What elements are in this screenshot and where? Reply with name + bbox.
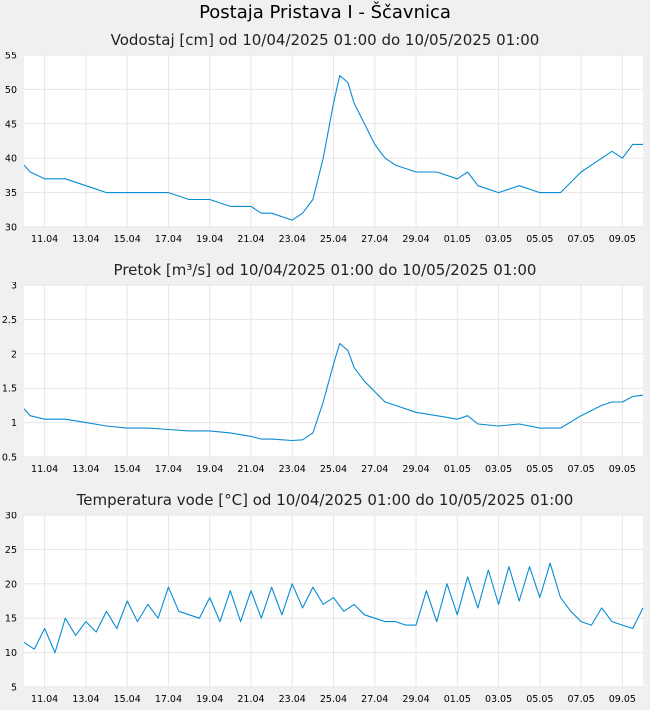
y-tick-label: 2.5: [2, 315, 17, 326]
x-tick-label: 25.04: [320, 464, 347, 475]
x-tick-label: 19.04: [196, 234, 223, 245]
x-tick-label: 27.04: [361, 694, 388, 705]
y-tick-label: 3: [11, 282, 17, 292]
y-tick-label: 15: [5, 614, 17, 625]
chart-title-temperatura: Temperatura vode [°C] od 10/04/2025 01:0…: [76, 491, 574, 509]
page-title: Postaja Pristava I - Ščavnica: [199, 2, 451, 23]
x-tick-label: 15.04: [114, 464, 141, 475]
series-line: [23, 342, 644, 442]
y-tick-label: 20: [5, 579, 17, 590]
x-tick-label: 07.05: [567, 694, 594, 705]
y-tick-label: 55: [5, 52, 17, 62]
x-tick-label: 03.05: [485, 464, 512, 475]
series-line: [23, 75, 643, 221]
x-tick-label: 15.04: [114, 234, 141, 245]
x-tick-label: 21.04: [237, 694, 264, 705]
y-tick-label: 10: [5, 648, 17, 659]
x-tick-label: 01.05: [444, 694, 471, 705]
x-tick-label: 19.04: [196, 694, 223, 705]
chart-pretok: 0.5 1 1.5 2 2.5 3 11.04 13.04 15.04 17.04 19.04 21.…: [2, 282, 644, 475]
x-tick-label: 17.04: [155, 234, 182, 245]
x-tick-label: 09.05: [609, 464, 636, 475]
x-tick-label: 29.04: [402, 234, 429, 245]
x-tick-label: 05.05: [526, 234, 553, 245]
x-tick-label: 17.04: [155, 464, 182, 475]
x-tick-label: 11.04: [31, 234, 58, 245]
x-tick-label: 01.05: [444, 234, 471, 245]
y-tick-label: 50: [5, 85, 17, 96]
chart-temperatura: 5 10 15 20 25 30 11.04 13.04 15.04 17.04 19.04 21.0…: [5, 512, 644, 705]
x-tick-label: 11.04: [31, 694, 58, 705]
y-tick-label: 45: [5, 119, 17, 130]
x-tick-label: 13.04: [72, 464, 99, 475]
chart-vodostaj: 30 35 40 45 50 55 11.04 13.04 15.04 17.04 19.04 21.…: [5, 52, 643, 245]
x-tick-label: 19.04: [196, 464, 223, 475]
x-tick-label: 23.04: [279, 464, 306, 475]
x-tick-label: 21.04: [237, 464, 264, 475]
y-tick-label: 1: [11, 418, 17, 429]
x-tick-label: 13.04: [72, 234, 99, 245]
x-tick-label: 27.04: [361, 234, 388, 245]
x-tick-label: 25.04: [320, 234, 347, 245]
x-tick-label: 17.04: [155, 694, 182, 705]
x-tick-label: 03.05: [485, 694, 512, 705]
x-tick-label: 03.05: [485, 234, 512, 245]
x-tick-label: 13.04: [72, 694, 99, 705]
series-line: [23, 562, 644, 654]
y-tick-label: 5: [11, 683, 17, 694]
y-tick-label: 30: [5, 223, 17, 234]
x-tick-label: 05.05: [526, 694, 553, 705]
chart-title-vodostaj: Vodostaj [cm] od 10/04/2025 01:00 do 10/…: [110, 31, 540, 49]
y-tick-label: 35: [5, 188, 17, 199]
x-tick-label: 23.04: [279, 694, 306, 705]
x-tick-label: 27.04: [361, 464, 388, 475]
x-tick-label: 09.05: [609, 694, 636, 705]
x-tick-label: 15.04: [114, 694, 141, 705]
chart-title-pretok: Pretok [m³/s] od 10/04/2025 01:00 do 10/…: [113, 261, 537, 279]
x-tick-label: 29.04: [402, 694, 429, 705]
x-tick-label: 07.05: [567, 234, 594, 245]
y-tick-label: 25: [5, 545, 17, 556]
x-tick-label: 07.05: [567, 464, 594, 475]
x-tick-label: 21.04: [237, 234, 264, 245]
y-tick-label: 1.5: [2, 384, 17, 395]
x-tick-label: 01.05: [444, 464, 471, 475]
x-tick-label: 23.04: [279, 234, 306, 245]
y-tick-label: 2: [11, 349, 17, 360]
x-tick-label: 25.04: [320, 694, 347, 705]
x-tick-label: 05.05: [526, 464, 553, 475]
x-tick-label: 11.04: [31, 464, 58, 475]
y-tick-label: 0.5: [2, 453, 17, 464]
x-tick-label: 29.04: [402, 464, 429, 475]
y-tick-label: 40: [5, 154, 17, 165]
y-tick-label: 30: [5, 512, 17, 522]
x-tick-label: 09.05: [609, 234, 636, 245]
